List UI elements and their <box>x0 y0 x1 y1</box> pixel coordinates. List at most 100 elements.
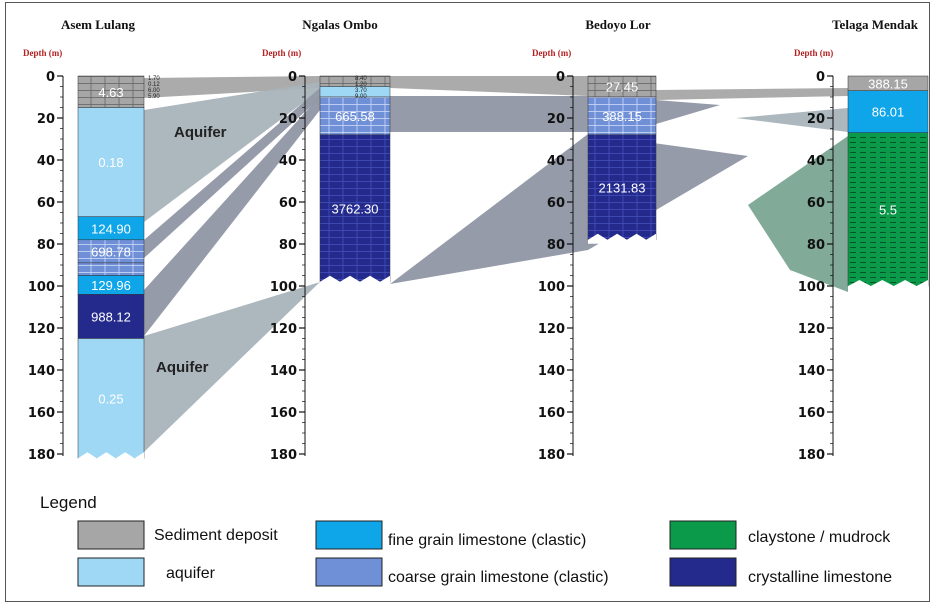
minor-thickness-label: 0.12 <box>148 82 160 88</box>
depth-tick-label: 60 <box>37 196 55 211</box>
band-coarse-1 <box>144 88 320 258</box>
depth-axis-title: Depth (m) <box>262 48 301 58</box>
depth-tick-label: 160 <box>270 406 297 421</box>
depth-tick-label: 40 <box>279 154 297 169</box>
legend-item-sediment: Sediment deposit <box>77 520 278 550</box>
legend-title: Legend <box>40 493 97 512</box>
well-title: Ngalas Ombo <box>302 17 377 32</box>
legend-items: Sediment deposit fine grain limestone (cl… <box>77 520 892 587</box>
column-broken-end <box>848 280 928 290</box>
layer-value-label: 27.45 <box>606 80 639 95</box>
depth-tick-label: 60 <box>807 196 825 211</box>
band-sediment-2 <box>390 76 588 96</box>
band-crystalline-1 <box>390 134 748 284</box>
legend-swatch <box>315 520 383 550</box>
minor-thickness-label: 1.20 <box>355 82 367 88</box>
legend-swatch <box>77 520 145 550</box>
band-aquifer-3 <box>736 108 848 132</box>
depth-tick-label: 140 <box>538 364 565 379</box>
legend-item-coarse: coarse grain limestone (clastic) <box>315 557 609 587</box>
well-1: Asem Lulang Depth (m) 4.63 0.18 124.90 698.78… <box>23 17 160 463</box>
depth-tick-label: 100 <box>28 280 55 295</box>
column-broken-end <box>78 452 144 463</box>
depth-axis: 0 20 40 60 80 100 120 140 160 180 <box>28 70 64 463</box>
band-aquifer-1 <box>144 82 320 222</box>
depth-tick-label: 80 <box>547 238 565 253</box>
depth-tick-label: 40 <box>807 154 825 169</box>
legend-swatch <box>669 520 737 550</box>
column-broken-end <box>588 233 656 244</box>
layer-coarse <box>77 262 145 276</box>
layer-value-label: 2131.83 <box>599 180 646 195</box>
layer-clay <box>847 132 929 287</box>
depth-tick-label: 160 <box>538 406 565 421</box>
depth-axes: 0 20 40 60 80 100 120 140 160 180 0 20 40 60 80 100 120 1… <box>28 70 834 463</box>
depth-axis: 0 20 40 60 80 100 120 140 160 180 <box>270 70 306 463</box>
well-title: Telaga Mendak <box>832 17 919 32</box>
well-2: Ngalas Ombo Depth (m) 665.58 3762.30 8.401.2… <box>262 17 391 286</box>
well-title: Bedoyo Lor <box>585 17 651 32</box>
depth-tick-label: 0 <box>816 70 825 85</box>
depth-tick-label: 160 <box>28 406 55 421</box>
depth-axis: 0 20 40 60 80 100 120 140 160 180 <box>538 70 574 463</box>
depth-axis-title: Depth (m) <box>532 48 571 58</box>
depth-tick-label: 20 <box>37 112 55 127</box>
legend-item-aquifer: aquifer <box>77 557 216 587</box>
depth-tick-label: 20 <box>547 112 565 127</box>
depth-tick-label: 120 <box>28 322 55 337</box>
depth-tick-label: 80 <box>807 238 825 253</box>
band-aquifer-2 <box>144 282 320 452</box>
depth-tick-label: 100 <box>270 280 297 295</box>
aquifer-label-upper: Aquifer <box>174 124 227 141</box>
layer-value-label: 124.90 <box>91 221 131 236</box>
well-4: Telaga Mendak Depth (m) 388.15 86.01 5.5 <box>794 17 929 290</box>
legend-label: fine grain limestone (clastic) <box>388 532 586 549</box>
legend-label: crystalline limestone <box>748 569 892 586</box>
depth-tick-label: 40 <box>547 154 565 169</box>
legend-swatch <box>669 557 737 587</box>
depth-tick-label: 40 <box>37 154 55 169</box>
layer-value-label: 86.01 <box>872 105 905 120</box>
depth-tick-label: 100 <box>538 280 565 295</box>
depth-tick-label: 140 <box>28 364 55 379</box>
depth-tick-label: 0 <box>46 70 55 85</box>
correlation-bands <box>144 76 848 452</box>
band-coarse-3 <box>390 96 588 132</box>
column-broken-end <box>320 275 390 286</box>
depth-tick-label: 120 <box>538 322 565 337</box>
layer-value-label: 0.18 <box>98 155 123 170</box>
depth-tick-label: 60 <box>547 196 565 211</box>
depth-tick-label: 180 <box>798 448 825 463</box>
depth-tick-label: 60 <box>279 196 297 211</box>
layer-value-label: 388.15 <box>868 76 908 91</box>
well-title: Asem Lulang <box>61 17 136 32</box>
band-sediment-1 <box>144 76 320 98</box>
legend-swatch <box>77 557 145 587</box>
layer-value-label: 129.96 <box>91 278 131 293</box>
minor-thickness-label: 5.90 <box>148 94 160 100</box>
depth-axis-title: Depth (m) <box>23 48 62 58</box>
minor-thickness-label: 3.70 <box>355 88 367 94</box>
layer-sediment <box>77 75 145 108</box>
depth-tick-label: 180 <box>538 448 565 463</box>
legend: Legend Sediment deposit fine grain limest… <box>40 493 892 587</box>
layer-value-label: 5.5 <box>879 202 897 217</box>
depth-tick-label: 160 <box>798 406 825 421</box>
depth-axis-title: Depth (m) <box>794 48 833 58</box>
depth-tick-label: 180 <box>28 448 55 463</box>
depth-tick-label: 80 <box>37 238 55 253</box>
legend-label: claystone / mudrock <box>748 529 891 546</box>
layer-value-label: 988.12 <box>91 309 131 324</box>
depth-tick-label: 20 <box>807 112 825 127</box>
layer-aquifer <box>77 338 145 459</box>
minor-thickness-label: 1.70 <box>148 76 160 82</box>
depth-tick-label: 20 <box>279 112 297 127</box>
figure-frame <box>5 2 930 602</box>
layer-coarse <box>319 96 391 136</box>
layer-crystalline <box>319 134 391 283</box>
legend-label: Sediment deposit <box>154 527 278 544</box>
layer-value-label: 388.15 <box>602 109 642 124</box>
band-sediment-3 <box>656 88 848 100</box>
band-clay-1 <box>748 136 848 292</box>
